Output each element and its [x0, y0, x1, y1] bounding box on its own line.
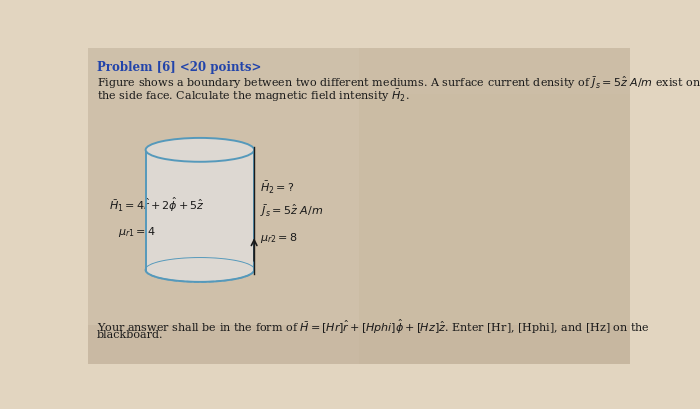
Text: $\bar{H}_1 = 4\hat{r}+2\hat{\phi}+5\hat{z}$: $\bar{H}_1 = 4\hat{r}+2\hat{\phi}+5\hat{…	[109, 195, 205, 213]
Text: $\mu_{r2} = 8$: $\mu_{r2} = 8$	[260, 230, 298, 244]
Text: $\bar{H}_2 = ?$: $\bar{H}_2 = ?$	[260, 180, 294, 196]
Text: Problem [6] <20 points>: Problem [6] <20 points>	[97, 61, 261, 74]
Bar	[88, 49, 630, 95]
Text: Your answer shall be in the form of $\bar{H} = [Hr]\hat{r}+[Hphi]\hat{\phi}+[Hz]: Your answer shall be in the form of $\ba…	[97, 317, 650, 335]
Ellipse shape	[146, 139, 254, 162]
Text: $\bar{J}_s = 5\hat{z}$ $A/m$: $\bar{J}_s = 5\hat{z}$ $A/m$	[260, 202, 323, 218]
Polygon shape	[146, 258, 254, 270]
Text: $\mu_{r1} = 4$: $\mu_{r1} = 4$	[118, 225, 156, 239]
Text: Figure shows a boundary between two different mediums. A surface current density: Figure shows a boundary between two diff…	[97, 74, 700, 91]
Ellipse shape	[146, 258, 254, 282]
Text: blackboard.: blackboard.	[97, 329, 163, 339]
Bar	[88, 326, 630, 364]
Bar	[88, 49, 358, 364]
Text: the side face. Calculate the magnetic field intensity $\bar{H}_2$.: the side face. Calculate the magnetic fi…	[97, 88, 410, 103]
Bar	[358, 49, 630, 364]
Polygon shape	[146, 151, 254, 270]
